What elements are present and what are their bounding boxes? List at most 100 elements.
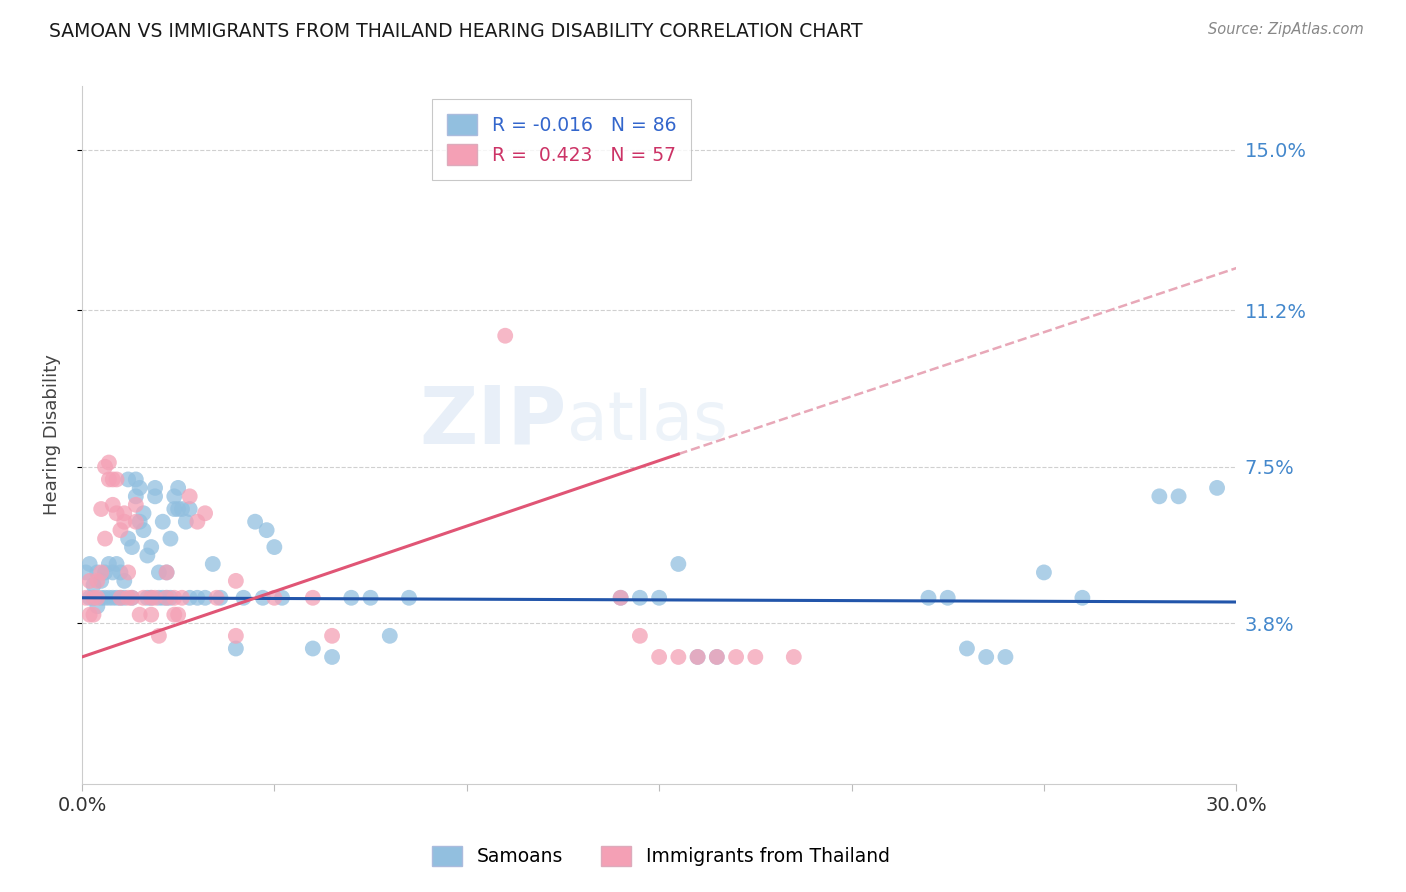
Point xyxy=(82,591,104,605)
Text: ZIP: ZIP xyxy=(419,382,567,460)
Point xyxy=(105,472,128,486)
Point xyxy=(128,607,150,622)
Point xyxy=(271,591,294,605)
Point xyxy=(167,607,190,622)
Point xyxy=(112,591,135,605)
Y-axis label: Hearing Disability: Hearing Disability xyxy=(44,355,60,516)
Point xyxy=(143,591,166,605)
Point xyxy=(167,481,190,495)
Point xyxy=(1071,591,1094,605)
Point xyxy=(82,591,104,605)
Point xyxy=(79,574,101,588)
Point xyxy=(243,515,266,529)
Point xyxy=(378,629,401,643)
Point xyxy=(163,502,186,516)
Point xyxy=(105,557,128,571)
Point xyxy=(141,591,163,605)
Point xyxy=(97,591,120,605)
Point xyxy=(110,591,132,605)
Point xyxy=(1206,481,1229,495)
Point xyxy=(155,566,177,580)
Point xyxy=(686,649,709,664)
Point xyxy=(148,566,170,580)
Point xyxy=(90,591,112,605)
Point xyxy=(148,591,170,605)
Point xyxy=(117,566,139,580)
Point xyxy=(725,649,748,664)
Point xyxy=(121,591,143,605)
Point xyxy=(170,502,193,516)
Point xyxy=(301,641,323,656)
Text: SAMOAN VS IMMIGRANTS FROM THAILAND HEARING DISABILITY CORRELATION CHART: SAMOAN VS IMMIGRANTS FROM THAILAND HEARI… xyxy=(49,22,863,41)
Point xyxy=(90,566,112,580)
Point xyxy=(97,557,120,571)
Point xyxy=(167,502,190,516)
Point xyxy=(94,566,117,580)
Point xyxy=(159,532,181,546)
Point xyxy=(628,591,651,605)
Point xyxy=(609,591,631,605)
Point xyxy=(783,649,806,664)
Point xyxy=(609,591,631,605)
Point xyxy=(744,649,766,664)
Point xyxy=(90,574,112,588)
Point xyxy=(136,549,159,563)
Point xyxy=(136,591,159,605)
Point xyxy=(155,591,177,605)
Point xyxy=(101,498,124,512)
Point xyxy=(101,472,124,486)
Point xyxy=(252,591,274,605)
Point xyxy=(101,566,124,580)
Point xyxy=(163,591,186,605)
Text: Source: ZipAtlas.com: Source: ZipAtlas.com xyxy=(1208,22,1364,37)
Point xyxy=(706,649,728,664)
Point xyxy=(101,591,124,605)
Point xyxy=(143,489,166,503)
Point xyxy=(79,607,101,622)
Point xyxy=(186,515,208,529)
Point xyxy=(86,574,108,588)
Point xyxy=(686,649,709,664)
Point xyxy=(141,540,163,554)
Point xyxy=(155,591,177,605)
Point xyxy=(163,489,186,503)
Legend: R = -0.016   N = 86, R =  0.423   N = 57: R = -0.016 N = 86, R = 0.423 N = 57 xyxy=(432,99,692,179)
Point xyxy=(117,591,139,605)
Point xyxy=(132,506,155,520)
Text: atlas: atlas xyxy=(567,388,728,454)
Point xyxy=(125,489,148,503)
Point xyxy=(112,506,135,520)
Point xyxy=(79,557,101,571)
Point xyxy=(94,459,117,474)
Point xyxy=(225,641,247,656)
Point xyxy=(666,557,689,571)
Point xyxy=(170,591,193,605)
Point xyxy=(86,599,108,614)
Point xyxy=(1149,489,1171,503)
Point xyxy=(75,566,97,580)
Point xyxy=(301,591,323,605)
Point xyxy=(256,523,278,537)
Point xyxy=(628,629,651,643)
Point xyxy=(994,649,1017,664)
Point xyxy=(132,523,155,537)
Point xyxy=(936,591,959,605)
Point xyxy=(321,629,343,643)
Point xyxy=(125,515,148,529)
Point xyxy=(956,641,979,656)
Point xyxy=(94,591,117,605)
Point xyxy=(132,591,155,605)
Point xyxy=(86,591,108,605)
Point xyxy=(360,591,382,605)
Point xyxy=(112,574,135,588)
Point xyxy=(141,607,163,622)
Point xyxy=(706,649,728,664)
Point xyxy=(186,591,208,605)
Point xyxy=(117,472,139,486)
Point xyxy=(648,591,671,605)
Point xyxy=(917,591,939,605)
Point xyxy=(128,515,150,529)
Point xyxy=(201,557,224,571)
Point xyxy=(155,566,177,580)
Point xyxy=(86,566,108,580)
